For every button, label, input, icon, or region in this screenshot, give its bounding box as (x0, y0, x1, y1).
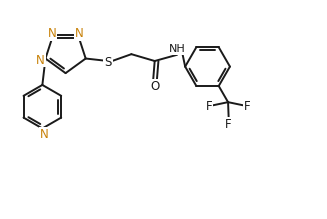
Text: F: F (244, 100, 250, 113)
Text: NH: NH (169, 44, 186, 54)
Text: N: N (36, 53, 45, 67)
Text: S: S (104, 56, 112, 69)
Text: F: F (206, 100, 213, 113)
Text: N: N (40, 128, 48, 141)
Text: F: F (225, 118, 232, 131)
Text: O: O (150, 80, 160, 93)
Text: N: N (75, 27, 84, 40)
Text: N: N (47, 27, 56, 40)
